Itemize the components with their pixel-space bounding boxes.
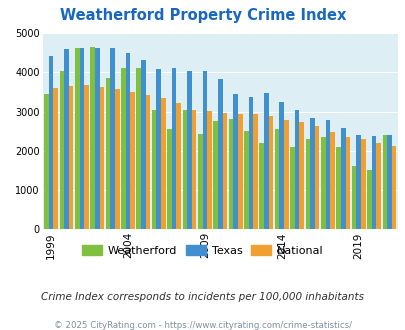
Text: Crime Index corresponds to incidents per 100,000 inhabitants: Crime Index corresponds to incidents per… [41, 292, 364, 302]
Bar [391, 146, 395, 229]
Bar [325, 120, 329, 229]
Bar [228, 119, 233, 229]
Bar [217, 79, 222, 229]
Bar [95, 48, 99, 229]
Bar [294, 110, 299, 229]
Bar [340, 128, 345, 229]
Bar [259, 143, 263, 229]
Bar [305, 139, 309, 229]
Bar [191, 110, 196, 229]
Legend: Weatherford, Texas, National: Weatherford, Texas, National [78, 241, 327, 260]
Bar [75, 48, 79, 229]
Bar [222, 113, 227, 229]
Bar [187, 71, 191, 229]
Bar [99, 87, 104, 229]
Bar [198, 134, 202, 229]
Bar [145, 95, 150, 229]
Bar [115, 89, 119, 229]
Bar [279, 102, 284, 229]
Bar [263, 93, 268, 229]
Bar [171, 68, 176, 229]
Bar [156, 69, 161, 229]
Bar [126, 53, 130, 229]
Bar [68, 86, 73, 229]
Bar [366, 171, 371, 229]
Bar [121, 68, 126, 229]
Bar [79, 48, 84, 229]
Bar [105, 78, 110, 229]
Bar [213, 121, 217, 229]
Bar [371, 136, 375, 229]
Bar [345, 137, 350, 229]
Text: Weatherford Property Crime Index: Weatherford Property Crime Index [60, 8, 345, 23]
Bar [382, 136, 386, 229]
Text: © 2025 CityRating.com - https://www.cityrating.com/crime-statistics/: © 2025 CityRating.com - https://www.city… [54, 321, 351, 330]
Bar [335, 147, 340, 229]
Bar [268, 116, 273, 229]
Bar [386, 136, 391, 229]
Bar [320, 137, 325, 229]
Bar [167, 129, 171, 229]
Bar [202, 71, 207, 229]
Bar [110, 48, 115, 229]
Bar [136, 68, 141, 229]
Bar [233, 94, 237, 229]
Bar [243, 131, 248, 229]
Bar [141, 60, 145, 229]
Bar [360, 139, 364, 229]
Bar [290, 147, 294, 229]
Bar [53, 88, 58, 229]
Bar [248, 97, 253, 229]
Bar [375, 143, 380, 229]
Bar [274, 129, 279, 229]
Bar [64, 49, 68, 229]
Bar [309, 118, 314, 229]
Bar [161, 98, 165, 229]
Bar [253, 114, 257, 229]
Bar [329, 132, 334, 229]
Bar [151, 110, 156, 229]
Bar [60, 72, 64, 229]
Bar [49, 56, 53, 229]
Bar [44, 94, 49, 229]
Bar [299, 122, 303, 229]
Bar [182, 110, 187, 229]
Bar [207, 111, 211, 229]
Bar [90, 47, 95, 229]
Bar [356, 135, 360, 229]
Bar [284, 120, 288, 229]
Bar [84, 85, 89, 229]
Bar [351, 166, 356, 229]
Bar [130, 92, 134, 229]
Bar [237, 114, 242, 229]
Bar [176, 103, 181, 229]
Bar [314, 126, 319, 229]
